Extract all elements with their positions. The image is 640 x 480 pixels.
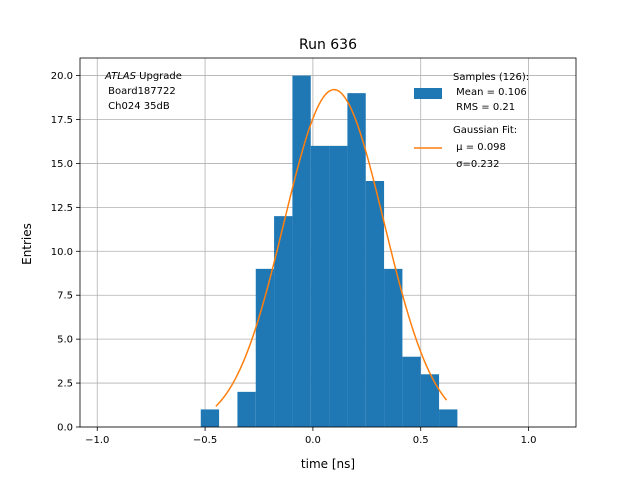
annotation-line: ATLAS Upgrade: [104, 71, 182, 82]
histogram-bar: [255, 268, 275, 427]
legend-fit-text: σ=0.232: [453, 159, 500, 170]
y-axis-label: Entries: [20, 223, 34, 265]
histogram-bar: [274, 216, 293, 427]
y-tick-label: 20.0: [51, 71, 73, 82]
x-axis-label: time [ns]: [301, 457, 355, 471]
histogram-bars: [200, 75, 458, 428]
histogram-bar: [200, 409, 220, 427]
histogram-bar: [310, 145, 330, 427]
legend-hist-text: Mean = 0.106: [453, 87, 527, 98]
x-tick-label: 0.0: [305, 435, 321, 446]
y-tick-label: 15.0: [51, 159, 73, 170]
histogram-bar: [420, 374, 440, 427]
y-tick-label: 12.5: [51, 203, 73, 214]
y-axis-ticks: 0.0 2.5 5.0 7.5 10.0 12.5 15.0 17.5 20.0: [51, 71, 80, 434]
annotation-line: Board187722: [105, 86, 176, 97]
legend-hist-swatch: [414, 88, 442, 99]
y-tick-label: 7.5: [57, 291, 73, 302]
histogram-bar: [384, 268, 403, 427]
plot-frame: [79, 57, 577, 428]
histogram-bar: [292, 75, 311, 428]
y-tick-label: 0.0: [57, 423, 73, 434]
x-tick-label: 1.0: [521, 435, 537, 446]
y-tick-label: 2.5: [57, 379, 73, 390]
legend-hist-text: RMS = 0.21: [453, 102, 515, 113]
histogram-bar: [439, 409, 458, 427]
y-tick-label: 10.0: [51, 247, 73, 258]
fit-curve: [215, 88, 448, 407]
chart-title: Run 636: [299, 37, 357, 53]
x-tick-label: −1.0: [85, 435, 109, 446]
x-axis-ticks: −1.0 −0.5 0.0 0.5 1.0: [85, 427, 537, 446]
legend-fit-text: μ = 0.098: [453, 142, 506, 153]
legend: Samples (126): Mean = 0.106 RMS = 0.21 Ga…: [414, 72, 529, 170]
histogram-bar: [329, 145, 348, 427]
histogram-bar: [365, 181, 385, 427]
atlas-annotation: ATLAS Upgrade Board187722 Ch024 35dB: [104, 71, 182, 112]
legend-hist-text: Samples (126):: [453, 72, 529, 83]
histogram-bar: [237, 391, 256, 427]
histogram-bar: [402, 356, 421, 427]
gaussian-fit: [215, 88, 448, 407]
y-tick-label: 5.0: [57, 335, 73, 346]
legend-fit-text: Gaussian Fit:: [453, 125, 517, 136]
annotation-line: Ch024 35dB: [105, 101, 170, 112]
y-tick-label: 17.5: [51, 115, 73, 126]
histogram-bar: [347, 93, 366, 428]
x-tick-label: −0.5: [193, 435, 217, 446]
x-tick-label: 0.5: [413, 435, 429, 446]
